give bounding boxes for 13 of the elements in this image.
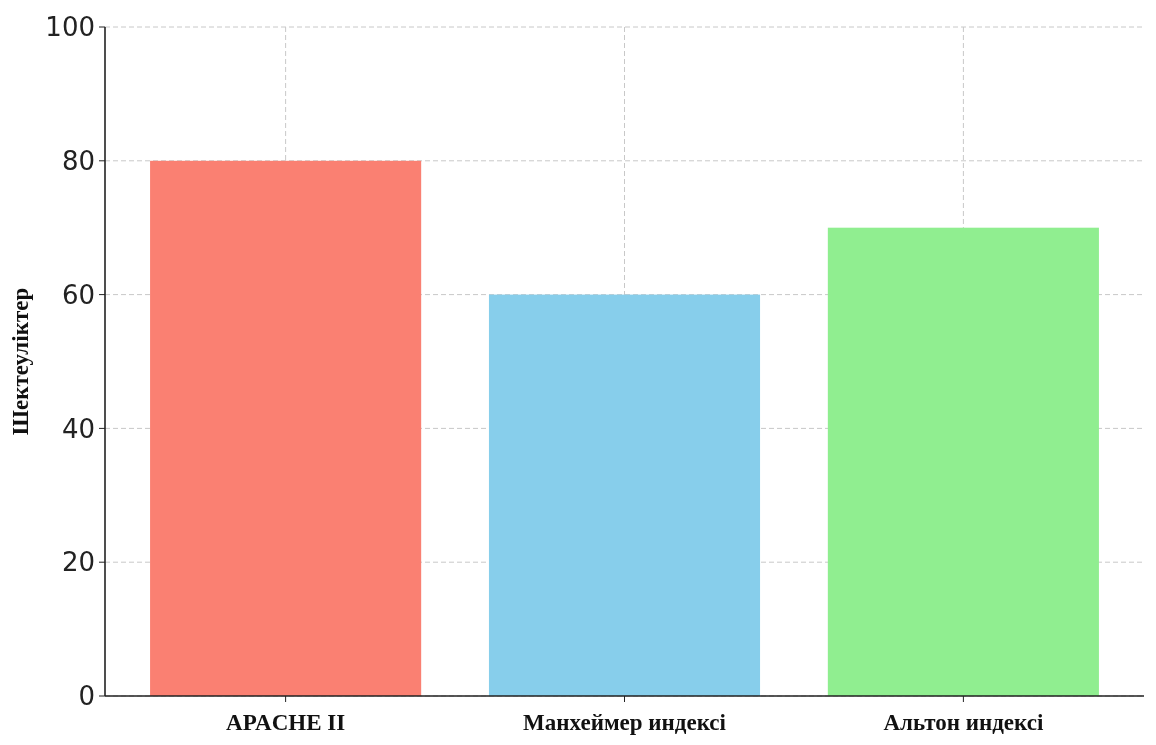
bar — [150, 160, 422, 696]
y-tick-label: 100 — [45, 12, 95, 43]
bar — [827, 227, 1099, 696]
y-tick-label: 0 — [78, 681, 95, 712]
y-tick-label: 40 — [61, 413, 95, 444]
y-axis-title: Шектеуліктер — [8, 287, 33, 436]
y-tick-label: 60 — [61, 279, 95, 310]
x-tick-label: APACHE II — [226, 710, 346, 735]
y-tick-label: 20 — [61, 547, 95, 578]
y-tick-label: 80 — [61, 145, 95, 176]
bar — [488, 294, 761, 696]
x-tick-label: Манхеймер индексі — [523, 710, 727, 735]
x-tick-label: Альтон индексі — [883, 710, 1044, 735]
